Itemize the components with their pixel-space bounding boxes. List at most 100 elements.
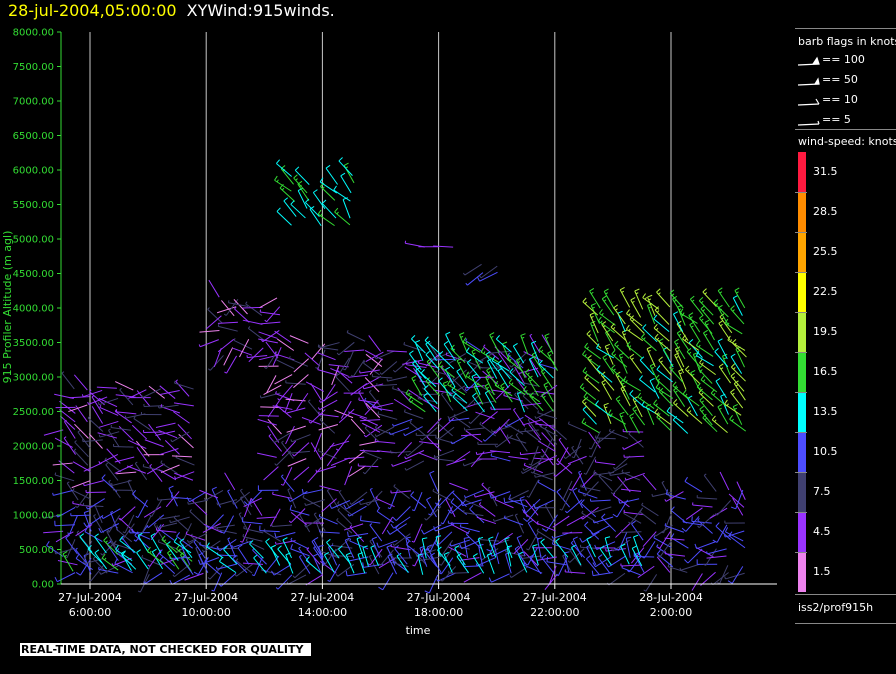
barb-staff — [604, 537, 612, 558]
barb-staff — [43, 530, 64, 534]
barb-staff — [119, 539, 136, 553]
barb-staff — [511, 566, 529, 578]
wind-barb — [189, 509, 205, 526]
wind-barb — [613, 455, 631, 470]
barb-staff — [731, 566, 744, 584]
barb-flag — [631, 520, 636, 525]
barb-flag — [54, 576, 58, 582]
barb-half-flag — [613, 467, 616, 470]
barb-staff — [135, 440, 150, 457]
barb-staff — [618, 531, 628, 551]
barb-staff — [544, 428, 558, 445]
barb-staff — [312, 192, 326, 210]
barb-staff — [508, 498, 528, 508]
wind-barb — [84, 527, 103, 543]
barb-staff — [639, 359, 655, 376]
barb-staff — [615, 398, 629, 416]
barb-half-flag — [403, 342, 406, 345]
barb-flag — [647, 294, 653, 298]
barb-staff — [158, 469, 177, 481]
barb-staff — [242, 521, 263, 525]
barb-staff — [489, 334, 500, 353]
barb-half-flag — [54, 472, 57, 476]
wind-barb — [533, 470, 553, 481]
barb-staff — [523, 459, 542, 471]
wind-barb — [293, 374, 309, 389]
barb-flag — [173, 537, 178, 543]
wind-barb — [534, 472, 555, 478]
barb-staff — [671, 537, 689, 549]
barb-staff — [696, 355, 714, 367]
barb-half-flag — [465, 282, 468, 286]
barb-staff — [524, 464, 543, 474]
wind-barb — [456, 357, 467, 379]
barb-flag — [279, 183, 284, 189]
barb-staff — [423, 524, 442, 535]
barb-half-flag — [232, 502, 235, 505]
wind-barb — [96, 386, 117, 389]
wind-barb — [517, 391, 525, 413]
barb-flag — [150, 532, 156, 537]
barb-flag — [614, 547, 620, 551]
wind-barb — [267, 425, 280, 443]
barb-staff — [71, 480, 91, 489]
barb-staff — [527, 547, 538, 566]
wind-barb — [633, 534, 641, 556]
wind-barb — [359, 440, 380, 446]
wind-barb — [304, 499, 325, 506]
wind-barb — [475, 557, 496, 567]
barb-staff — [90, 565, 104, 582]
barb-staff — [84, 531, 103, 543]
barb-flag — [106, 540, 112, 545]
barb-flag — [632, 545, 637, 549]
wind-barb — [525, 368, 540, 388]
barb-staff — [114, 562, 133, 574]
barb-half-flag — [115, 526, 119, 530]
barb-half-flag — [108, 479, 112, 483]
barb-half-flag — [251, 574, 255, 577]
barb-staff — [365, 402, 381, 419]
barb-staff — [532, 455, 544, 474]
wind-barb — [612, 499, 629, 518]
barb-flag — [700, 375, 705, 381]
wind-barb — [193, 557, 209, 576]
barb-half-flag — [419, 437, 423, 441]
wind-barb — [449, 482, 469, 491]
wind-barb — [625, 324, 644, 342]
title-datetime: 28-jul-2004,05:00:00 — [8, 1, 177, 20]
barb-staff — [689, 298, 704, 316]
barb-half-flag — [89, 389, 92, 393]
barb-staff — [77, 431, 91, 449]
wind-barb — [387, 489, 398, 510]
barb-staff — [83, 462, 103, 472]
barb-staff — [310, 382, 322, 401]
barb-staff — [160, 464, 180, 474]
barb-flag — [359, 515, 362, 521]
barb-staff — [382, 572, 394, 591]
wind-barb — [403, 342, 423, 352]
barb-staff — [603, 404, 612, 424]
barb-staff — [733, 383, 746, 401]
wind-barb — [508, 378, 526, 396]
wind-barb — [318, 411, 339, 418]
wind-barb — [347, 556, 369, 562]
barb-flag — [670, 506, 675, 511]
wind-barb — [697, 514, 715, 529]
barb-staff — [296, 392, 309, 411]
barb-flag — [277, 545, 282, 550]
wind-barb — [269, 508, 281, 527]
wind-barb — [481, 482, 497, 500]
barb-flag — [699, 358, 703, 364]
wind-barb — [433, 449, 455, 458]
barb-half-flag — [306, 547, 310, 550]
barb-half-flag — [99, 571, 102, 575]
barb-staff — [472, 395, 485, 413]
barb-staff — [595, 437, 616, 440]
wind-barb — [72, 488, 92, 500]
barb-flag — [717, 403, 723, 408]
barb-flag — [75, 572, 81, 576]
wind-barb — [544, 333, 554, 355]
wind-barb — [67, 515, 78, 535]
barb-half-flag — [644, 297, 647, 300]
barb-staff — [219, 561, 237, 574]
